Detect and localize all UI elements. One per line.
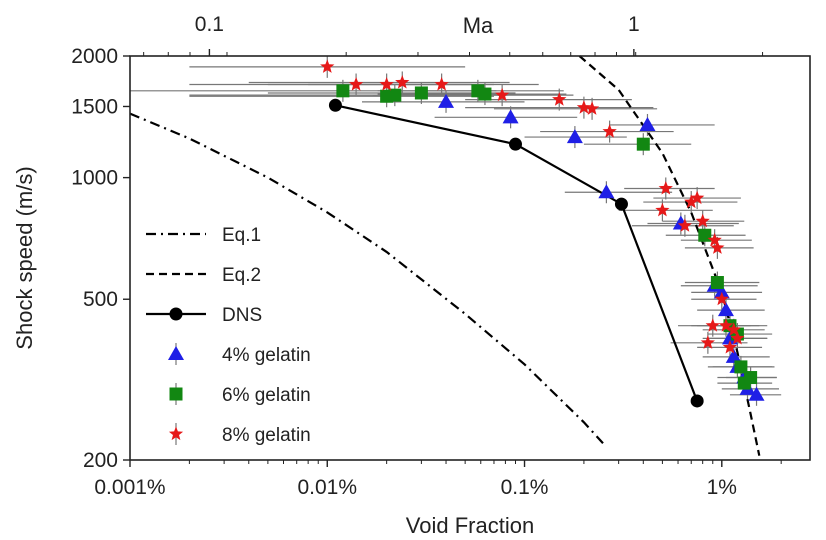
data-point-5 xyxy=(684,194,699,209)
series-lines xyxy=(129,55,761,456)
data-point-5 xyxy=(710,240,725,254)
legend-marker-3 xyxy=(168,346,184,360)
legend: Eq.1 Eq.2 DNS 4% gelatin 6% gelatin 8% gelati… xyxy=(146,225,311,446)
y-tick-label: 1500 xyxy=(71,95,118,118)
x-tick-label: 1% xyxy=(707,476,737,499)
legend-marker-4 xyxy=(169,387,183,401)
data-point-3 xyxy=(748,386,765,401)
data-point-5 xyxy=(705,318,720,332)
data-point-3 xyxy=(438,93,455,108)
legend-label: 6% gelatin xyxy=(222,385,311,406)
data-point-5 xyxy=(584,101,600,115)
data-point-5 xyxy=(658,181,673,195)
legend-label: Eq.1 xyxy=(222,225,261,246)
data-point-5 xyxy=(690,190,705,205)
data-point-5 xyxy=(495,87,510,102)
data-point-5 xyxy=(602,124,617,138)
data-point-3 xyxy=(717,302,734,317)
data-point-4 xyxy=(710,276,724,290)
data-point-4 xyxy=(336,84,350,98)
data-point-5 xyxy=(434,77,449,91)
data-point-3 xyxy=(566,129,583,144)
y-tick-label: 2000 xyxy=(71,45,118,68)
data-point-5 xyxy=(700,335,715,349)
data-point-5 xyxy=(552,92,567,106)
data-point-5 xyxy=(677,218,692,232)
axis-ticks: 0.001% 0.01% 0.1% 1% 200 500 1000 1500 2000 0.1 1 xyxy=(71,13,782,499)
data-point-5 xyxy=(320,59,335,73)
y-tick-label: 500 xyxy=(83,288,118,311)
data-point-2 xyxy=(328,98,342,112)
y-tick-label: 200 xyxy=(83,449,118,472)
data-point-5 xyxy=(707,232,722,247)
y-tick-label: 1000 xyxy=(71,167,118,190)
x-tick-label: 0.01% xyxy=(297,476,357,499)
data-point-4 xyxy=(698,228,712,242)
data-point-4 xyxy=(734,360,748,374)
top-tick-label: 0.1 xyxy=(195,13,224,36)
legend-marker-5 xyxy=(168,426,184,441)
top-axis-title: Ma xyxy=(463,13,494,38)
top-tick-label: 1 xyxy=(628,13,640,36)
data-point-5 xyxy=(714,291,729,306)
data-point-3 xyxy=(598,184,615,199)
data-point-5 xyxy=(576,100,591,114)
data-point-4 xyxy=(388,88,402,102)
series-line-2 xyxy=(335,104,699,402)
data-point-3 xyxy=(639,116,656,131)
data-point-4 xyxy=(636,137,650,151)
data-point-3 xyxy=(725,348,742,363)
x-axis-title: Void Fraction xyxy=(406,513,534,538)
data-point-5 xyxy=(695,213,710,228)
y-axis-title: Shock speed (m/s) xyxy=(12,166,37,349)
data-point-4 xyxy=(414,86,428,100)
data-point-4 xyxy=(744,371,758,385)
data-point-5 xyxy=(349,77,364,91)
legend-label: 4% gelatin xyxy=(222,345,311,366)
data-point-5 xyxy=(726,322,741,336)
data-point-3 xyxy=(713,284,730,299)
data-point-2 xyxy=(690,394,704,408)
series-line-0 xyxy=(129,112,604,445)
x-tick-label: 0.001% xyxy=(94,476,165,499)
data-point-2 xyxy=(614,197,628,211)
data-point-5 xyxy=(395,75,410,89)
data-point-2 xyxy=(509,137,523,151)
data-point-4 xyxy=(478,87,492,101)
legend-label: DNS xyxy=(222,305,262,326)
data-point-5 xyxy=(718,318,734,332)
data-point-3 xyxy=(721,330,738,345)
x-tick-label: 0.1% xyxy=(501,476,549,499)
legend-label: 8% gelatin xyxy=(222,425,311,446)
data-point-3 xyxy=(502,109,519,124)
data-point-5 xyxy=(730,330,745,345)
series-markers xyxy=(320,59,765,408)
series-line-1 xyxy=(578,55,761,456)
data-point-5 xyxy=(379,77,394,91)
data-point-5 xyxy=(655,202,670,217)
legend-marker-2 xyxy=(169,307,183,321)
legend-label: Eq.2 xyxy=(222,265,261,286)
data-point-5 xyxy=(722,339,738,354)
